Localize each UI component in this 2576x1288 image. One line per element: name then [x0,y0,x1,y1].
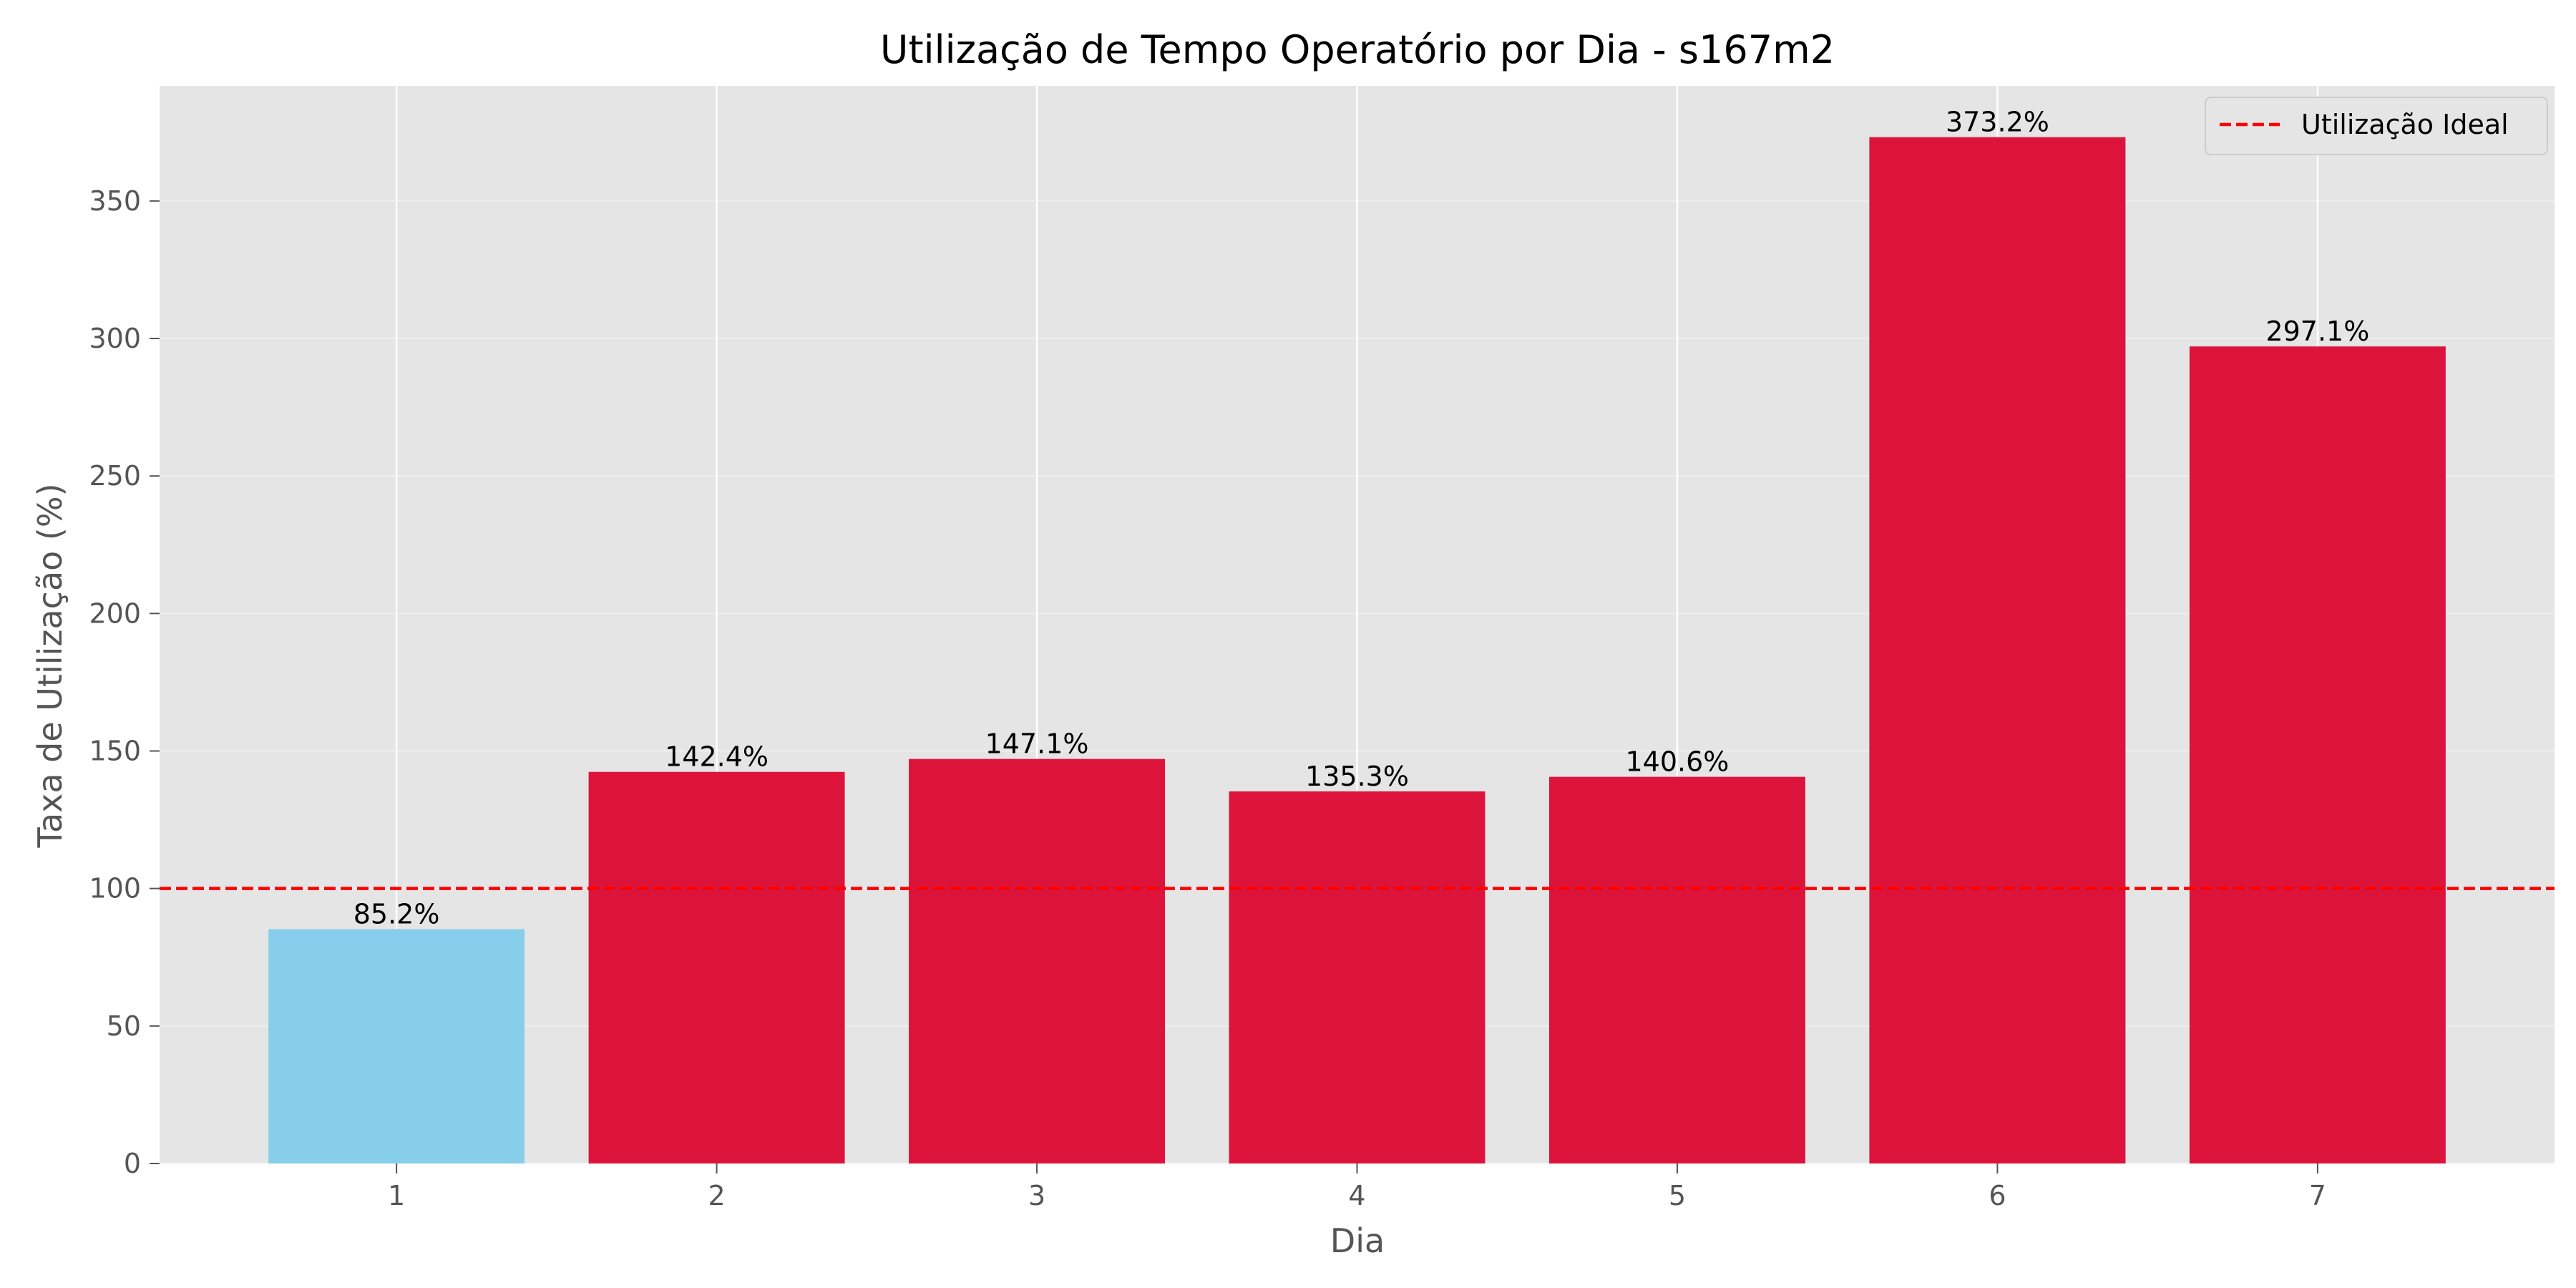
data-label-dia-5: 140.6% [1626,746,1729,778]
legend: Utilização Ideal [2205,97,2548,155]
data-label-dia-2: 142.4% [665,741,769,773]
bar-dia-3 [909,758,1166,1163]
chart-title: Utilização de Tempo Operatório por Dia -… [880,27,1835,72]
y-tick-label: 200 [89,597,141,629]
x-tick-label: 3 [1028,1180,1045,1211]
bar-dia-5 [1548,776,1805,1163]
x-tick-label: 6 [1989,1180,2006,1211]
axis-ticks: 0 50 100 150 200 250 300 350 1 2 3 4 5 6 7 [89,185,2326,1211]
data-label-dia-7: 297.1% [2265,316,2369,347]
y-tick-label: 50 [107,1010,141,1042]
grid-lines [160,86,2555,1164]
data-label-dia-3: 147.1% [985,728,1089,760]
data-label-dia-6: 373.2% [1946,107,2049,138]
legend-box [2205,97,2548,155]
y-tick-label: 0 [124,1148,141,1179]
y-tick-label: 250 [89,460,141,492]
data-labels: 85.2% 142.4% 147.1% 135.3% 140.6% 373.2% 297.1… [353,107,2370,930]
x-tick-label: 1 [388,1180,405,1211]
x-tick-label: 4 [1348,1180,1365,1211]
bar-dia-4 [1229,791,1485,1163]
data-label-dia-1: 85.2% [353,899,440,930]
y-axis-label: Taxa de Utilização (%) [31,483,69,848]
bar-dia-2 [588,771,845,1163]
y-tick-label: 150 [89,736,141,767]
y-tick-label: 350 [89,185,141,217]
bars [268,137,2446,1164]
x-axis-label: Dia [1330,1221,1385,1260]
x-tick-label: 2 [708,1180,725,1211]
bar-dia-6 [1869,137,2126,1164]
x-tick-label: 7 [2309,1180,2326,1211]
x-tick-label: 5 [1669,1180,1686,1211]
bar-dia-1 [268,929,525,1163]
bar-dia-7 [2189,346,2446,1164]
y-tick-label: 100 [89,873,141,904]
legend-label-ideal-utilization: Utilização Ideal [2301,109,2509,140]
data-label-dia-4: 135.3% [1305,761,1409,792]
y-tick-label: 300 [89,323,141,354]
